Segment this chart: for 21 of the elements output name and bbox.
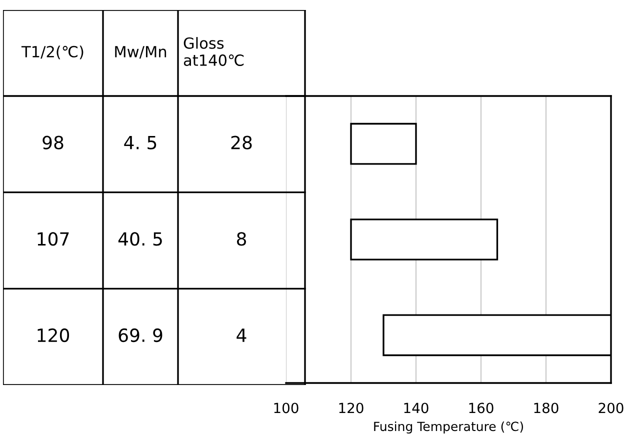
x-axis-title: Fusing Temperature (℃) bbox=[374, 421, 524, 434]
category-label: Gloss at140℃ bbox=[184, 37, 244, 66]
text: 4. 5 bbox=[124, 136, 156, 150]
text: 40. 5 bbox=[118, 232, 162, 246]
bar bbox=[350, 218, 498, 260]
text: 28 bbox=[231, 136, 252, 150]
text: 120 bbox=[38, 328, 70, 342]
x-tick-label: 160 bbox=[469, 402, 494, 414]
text: 8 bbox=[236, 232, 246, 246]
x-tick-label: 140 bbox=[404, 402, 428, 414]
text: 98 bbox=[42, 136, 64, 150]
x-tick-label: 180 bbox=[534, 402, 558, 414]
x-tick-label: 120 bbox=[339, 402, 364, 414]
category-label: Mw/Mn bbox=[115, 46, 166, 59]
bar bbox=[350, 122, 417, 165]
text: 4 bbox=[236, 328, 246, 342]
x-tick-label: 200 bbox=[598, 402, 624, 414]
text: 107 bbox=[38, 232, 69, 246]
x-tick-label: 100 bbox=[274, 402, 298, 414]
category-label: T1/2(℃) bbox=[21, 46, 84, 60]
text: 69. 9 bbox=[118, 328, 162, 342]
